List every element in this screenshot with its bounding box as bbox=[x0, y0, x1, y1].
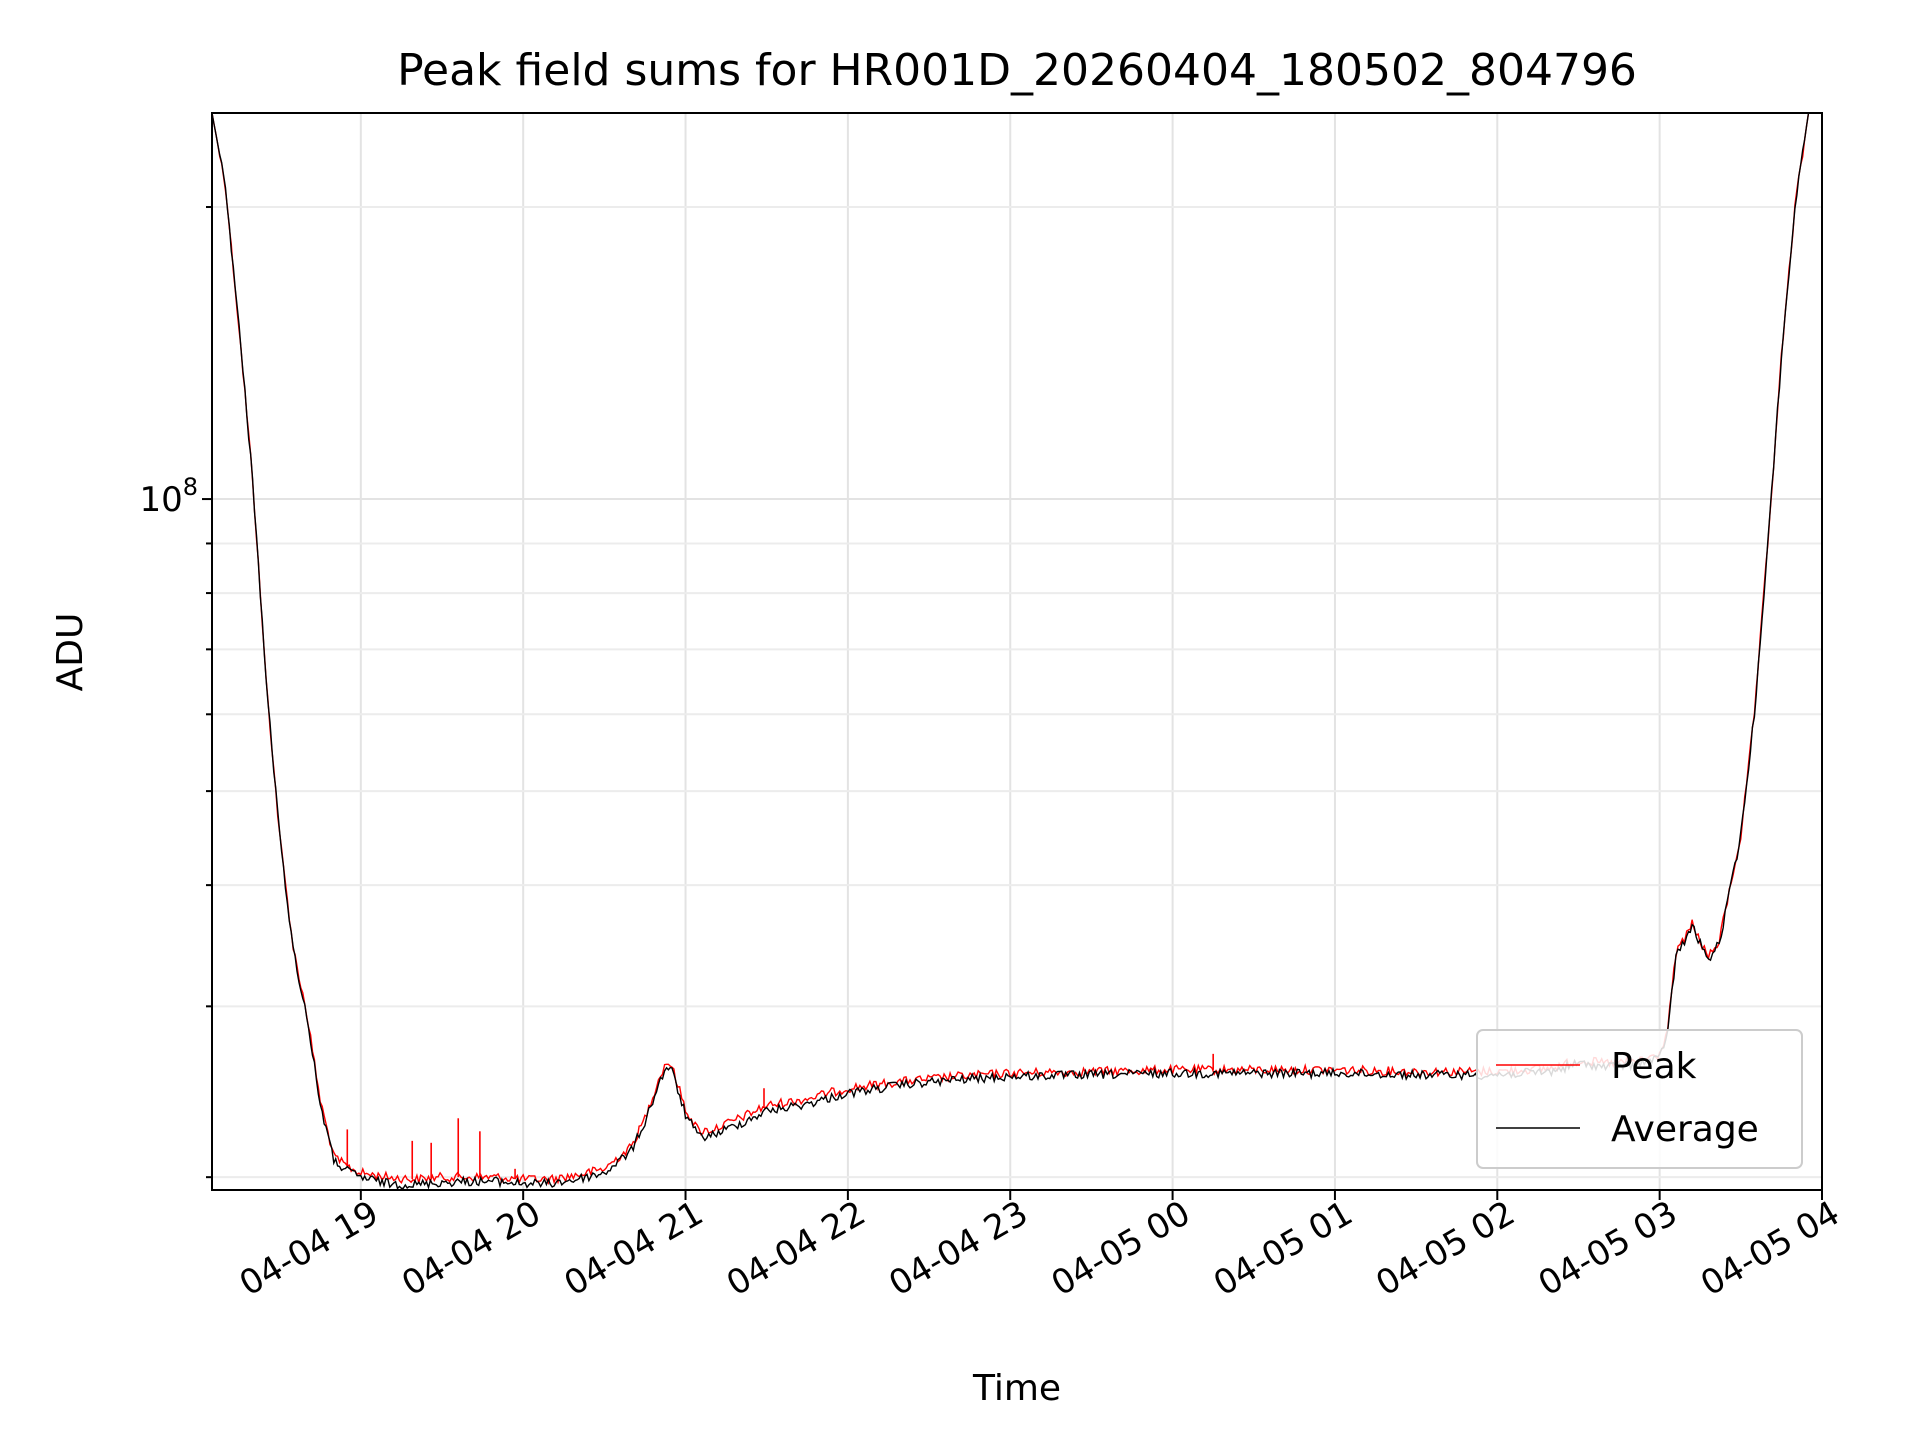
y-tick-base: 10 bbox=[139, 480, 182, 520]
y-axis-label: ADU bbox=[50, 613, 91, 692]
chart-title: Peak field sums for HR001D_20260404_1805… bbox=[397, 45, 1637, 96]
y-tick-label: 108 bbox=[139, 473, 198, 520]
y-axis: 108 bbox=[139, 206, 212, 1179]
plot-frame bbox=[211, 112, 1823, 1191]
legend-label-peak: Peak bbox=[1611, 1046, 1697, 1087]
x-axis-label: Time bbox=[972, 1368, 1061, 1409]
legend: Peak Average bbox=[1476, 1029, 1803, 1169]
y-tick-exponent: 8 bbox=[183, 473, 198, 501]
legend-label-average: Average bbox=[1611, 1109, 1759, 1150]
